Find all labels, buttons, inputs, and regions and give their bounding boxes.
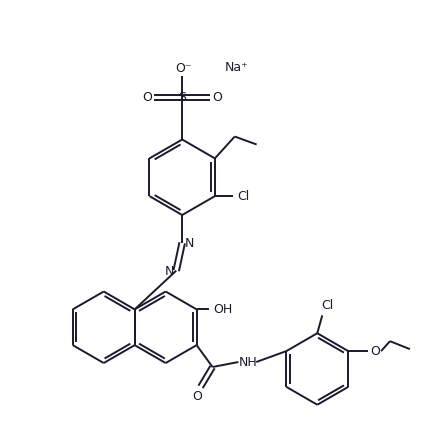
Text: S: S [178,91,186,104]
Text: N: N [165,265,174,278]
Text: N: N [184,237,194,250]
Text: OH: OH [213,303,232,316]
Text: O: O [143,91,152,104]
Text: O: O [370,345,380,358]
Text: Cl: Cl [238,190,250,203]
Text: O⁻: O⁻ [175,62,192,75]
Text: Na⁺: Na⁺ [225,61,249,74]
Text: O: O [193,390,203,403]
Text: O: O [212,91,222,104]
Text: Cl: Cl [321,299,333,312]
Text: NH: NH [239,355,258,368]
